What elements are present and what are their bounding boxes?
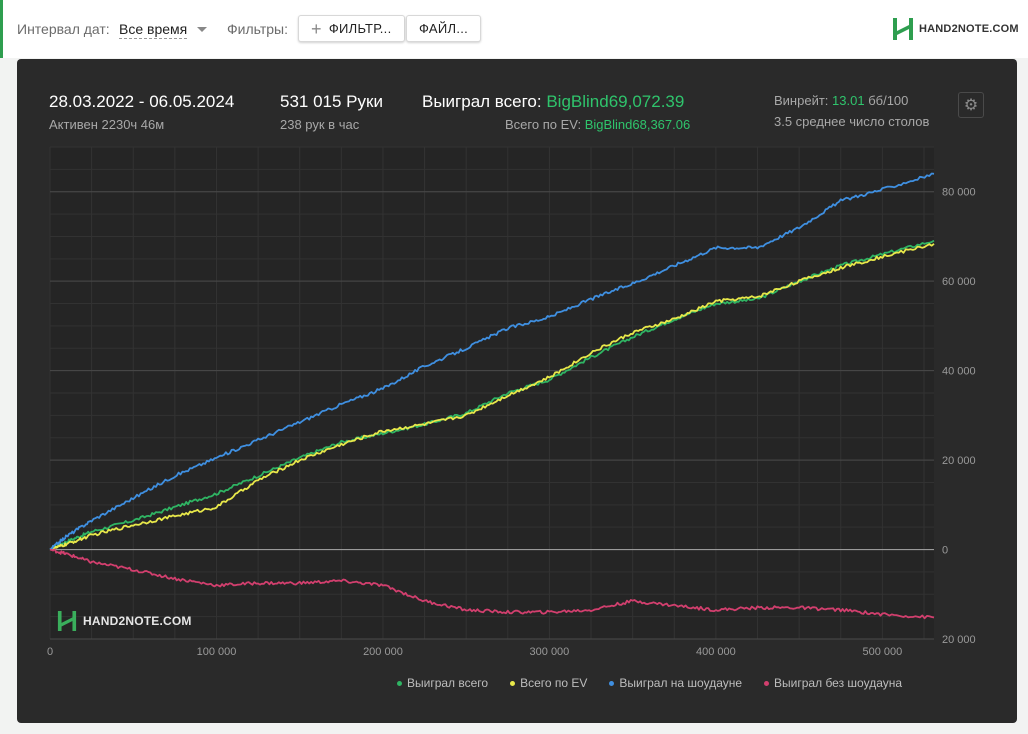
filters-label: Фильтры: bbox=[227, 21, 288, 37]
winrate-value: 13.01 bbox=[832, 93, 865, 108]
hand2note-watermark-icon bbox=[57, 611, 77, 631]
legend-item[interactable]: Выиграл без шоудауна bbox=[764, 676, 902, 690]
watermark: HAND2NOTE.COM bbox=[57, 610, 192, 632]
y-tick-label: 80 000 bbox=[942, 187, 976, 199]
gear-icon[interactable]: ⚙ bbox=[958, 92, 984, 118]
winrate: Винрейт: 13.01 бб/100 bbox=[774, 93, 908, 108]
won-total-label: Выиграл всего: bbox=[422, 92, 542, 111]
winrate-label: Винрейт: bbox=[774, 93, 829, 108]
avg-tables: 3.5 среднее число столов bbox=[774, 114, 930, 129]
chevron-down-icon[interactable] bbox=[197, 27, 207, 32]
y-tick-label: 20 000 bbox=[942, 634, 976, 646]
legend-dot bbox=[609, 680, 615, 686]
brand-text: HAND2NOTE.COM bbox=[919, 23, 1019, 35]
series-line-3 bbox=[49, 548, 935, 620]
filter-button-label: ФИЛЬТР... bbox=[328, 21, 392, 36]
legend-dot bbox=[510, 680, 516, 686]
plus-icon: + bbox=[311, 18, 322, 39]
legend-dot bbox=[397, 680, 402, 686]
legend-label: Выиграл всего bbox=[407, 676, 489, 690]
series-line-0 bbox=[49, 239, 935, 551]
won-total: Выиграл всего: BigBlind69,072.39 bbox=[422, 92, 684, 112]
x-tick-label: 200 000 bbox=[363, 646, 403, 658]
date-interval-label: Интервал дат: bbox=[17, 21, 110, 37]
x-tick-label: 100 000 bbox=[197, 646, 237, 658]
legend-item[interactable]: Выиграл всего bbox=[397, 676, 488, 690]
hands-per-hour: 238 рук в час bbox=[280, 117, 360, 132]
legend-label: Всего по EV bbox=[520, 676, 588, 690]
ev-total: Всего по EV: BigBlind68,367.06 bbox=[505, 117, 690, 132]
series-line-2 bbox=[49, 172, 935, 551]
y-tick-label: 20 000 bbox=[942, 455, 976, 467]
graph-panel: 28.03.2022 - 06.05.2024 Активен 2230ч 46… bbox=[17, 59, 1017, 723]
legend-label: Выиграл на шоудауне bbox=[619, 676, 743, 690]
x-tick-label: 500 000 bbox=[862, 646, 902, 658]
filter-button[interactable]: + ФИЛЬТР... bbox=[298, 15, 405, 42]
ev-total-value: BigBlind68,367.06 bbox=[584, 117, 691, 132]
won-total-value: BigBlind69,072.39 bbox=[546, 92, 685, 111]
x-tick-label: 300 000 bbox=[530, 646, 570, 658]
legend-label: Выиграл без шоудауна bbox=[774, 676, 903, 690]
series-line-1 bbox=[49, 243, 935, 551]
date-range: 28.03.2022 - 06.05.2024 bbox=[49, 92, 235, 111]
winrate-unit: бб/100 bbox=[868, 93, 909, 108]
active-time: Активен 2230ч 46м bbox=[49, 117, 165, 132]
x-tick-label: 400 000 bbox=[696, 646, 736, 658]
file-button-label: ФАЙЛ... bbox=[419, 21, 469, 36]
ev-total-label: Всего по EV: bbox=[505, 117, 582, 132]
watermark-text: HAND2NOTE.COM bbox=[83, 614, 192, 628]
hand2note-logo-icon bbox=[893, 18, 913, 40]
y-tick-label: 40 000 bbox=[942, 366, 976, 378]
legend-item[interactable]: Выиграл на шоудауне bbox=[609, 676, 742, 690]
top-toolbar: Интервал дат: Все время Фильтры: + ФИЛЬТ… bbox=[0, 0, 1028, 58]
hands-count: 531 015 Руки bbox=[280, 92, 383, 111]
legend-dot bbox=[764, 680, 770, 686]
date-interval-dropdown[interactable]: Все время bbox=[119, 21, 188, 39]
chart-legend: Выиграл всего Всего по EV Выиграл на шоуда… bbox=[397, 676, 924, 690]
file-button[interactable]: ФАЙЛ... bbox=[406, 15, 482, 42]
brand-logo[interactable]: HAND2NOTE.COM bbox=[892, 17, 1019, 41]
y-tick-label: 0 bbox=[942, 545, 948, 557]
legend-item[interactable]: Всего по EV bbox=[510, 676, 587, 690]
x-tick-label: 0 bbox=[47, 646, 53, 658]
profit-chart: 80 000 60 000 40 000 20 000 0 20 000 0 100 000 2… bbox=[47, 146, 976, 658]
y-tick-label: 60 000 bbox=[942, 276, 976, 288]
